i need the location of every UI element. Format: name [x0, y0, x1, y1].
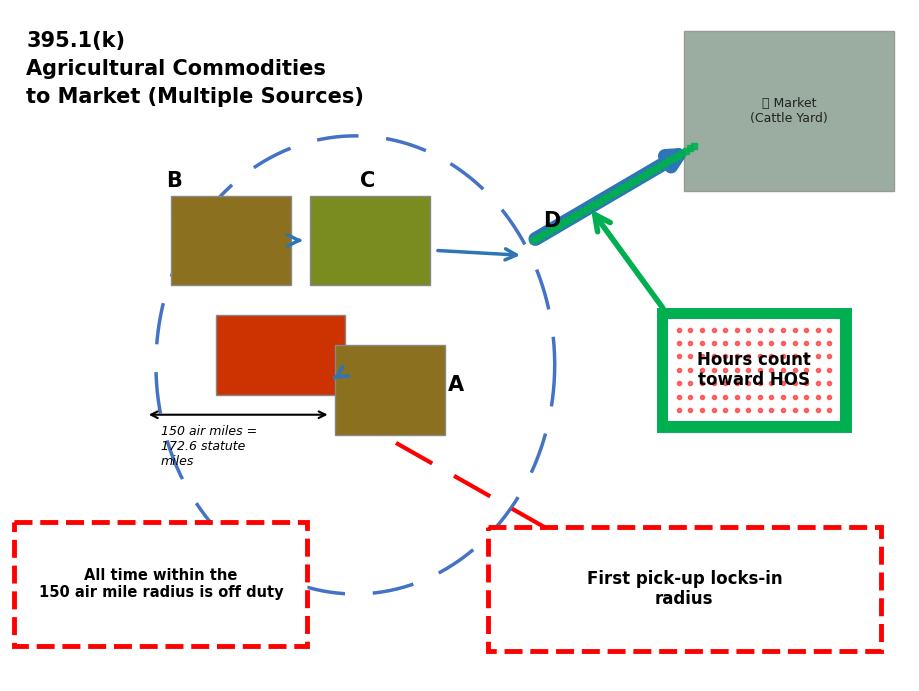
Text: to Market (Multiple Sources): to Market (Multiple Sources) — [27, 87, 364, 107]
Bar — [335, 345, 445, 435]
FancyBboxPatch shape — [668, 319, 840, 422]
Text: 150 air miles =
172.6 statute
miles: 150 air miles = 172.6 statute miles — [161, 425, 257, 468]
Text: All time within the
150 air mile radius is off duty: All time within the 150 air mile radius … — [39, 568, 283, 600]
Bar — [171, 196, 290, 285]
Text: Hours count
toward HOS: Hours count toward HOS — [698, 350, 811, 389]
Text: 🐄 Market
(Cattle Yard): 🐄 Market (Cattle Yard) — [750, 97, 828, 125]
FancyBboxPatch shape — [660, 311, 848, 429]
Text: D: D — [543, 211, 561, 231]
FancyBboxPatch shape — [488, 527, 880, 651]
FancyArrowPatch shape — [335, 366, 348, 378]
Text: B: B — [166, 171, 182, 191]
Text: 395.1(k): 395.1(k) — [27, 31, 125, 51]
Bar — [216, 315, 346, 395]
Bar — [685, 31, 893, 191]
Text: A: A — [448, 375, 464, 395]
Text: First pick-up locks-in
radius: First pick-up locks-in radius — [586, 569, 782, 608]
FancyBboxPatch shape — [15, 522, 308, 646]
Text: C: C — [360, 171, 376, 191]
Text: Agricultural Commodities: Agricultural Commodities — [27, 59, 326, 79]
Bar — [311, 196, 430, 285]
